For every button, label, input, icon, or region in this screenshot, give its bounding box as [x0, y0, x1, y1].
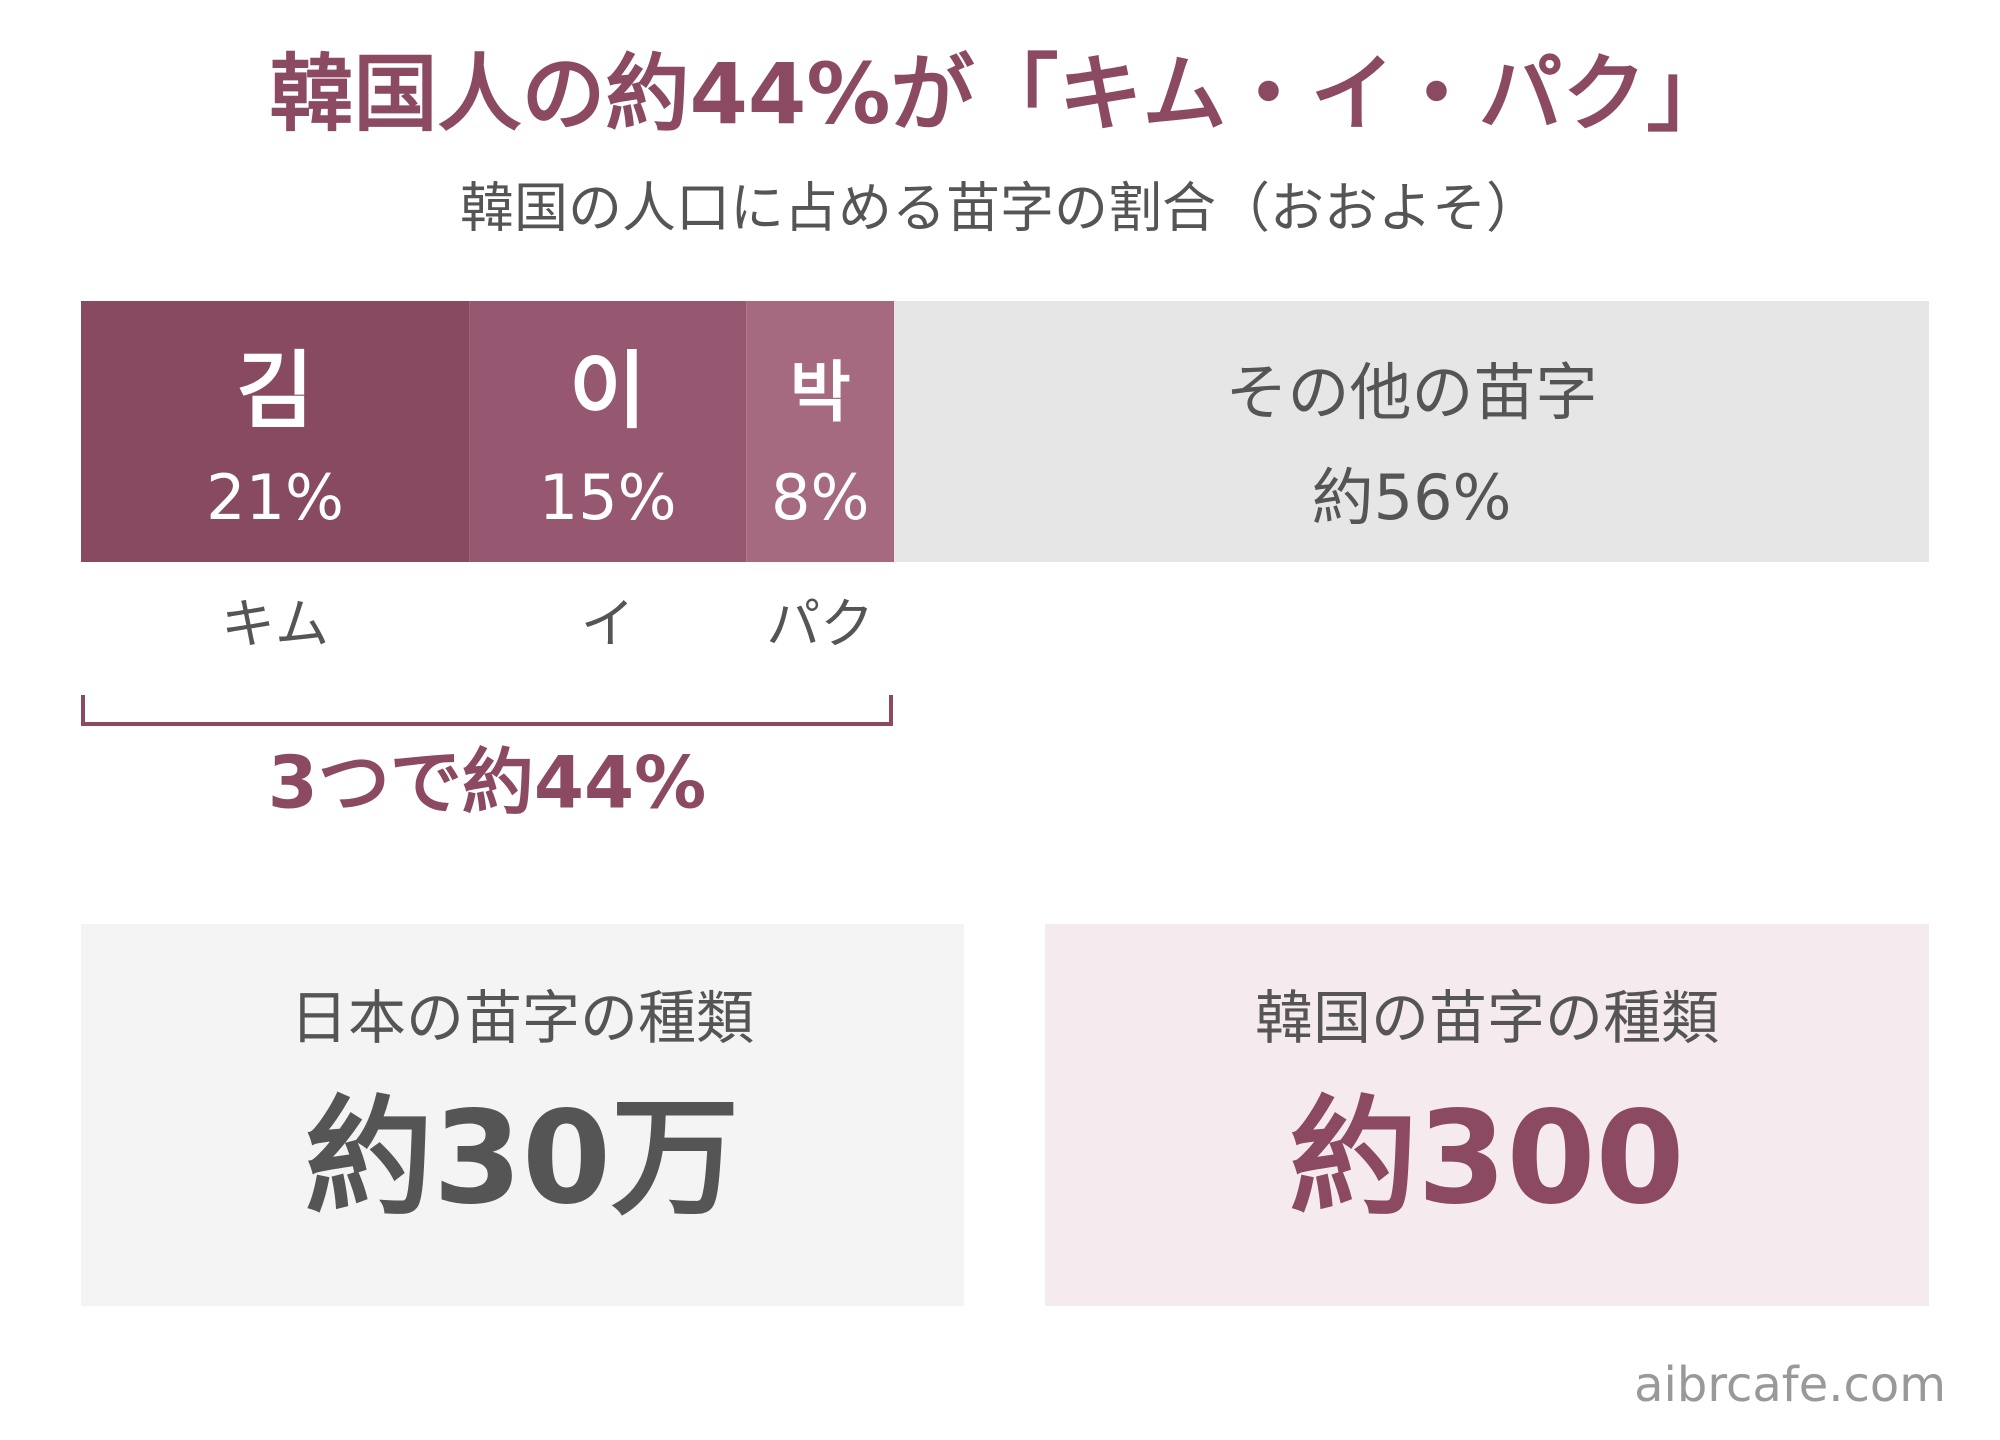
card: [1045, 924, 1929, 1306]
card-value: 約30万: [305, 1084, 739, 1233]
annotation: 3つで約44%: [268, 741, 706, 825]
category-label: 박: [790, 354, 851, 431]
subtitle: 韓国の人口に占める苗字の割合（おおよそ）: [460, 177, 1540, 240]
bracket: [81, 695, 893, 726]
card-value: 約300: [1289, 1084, 1684, 1233]
category-label: 이: [569, 342, 646, 440]
value-label: 8%: [771, 461, 869, 534]
category-label: その他の苗字: [1226, 356, 1598, 429]
bar-segment: [81, 301, 470, 562]
reading-label: キム: [221, 593, 329, 656]
bar-segment: [894, 301, 1929, 562]
card: [81, 924, 964, 1306]
title: 韓国人の約44%が「キム・イ・パク」: [269, 45, 1730, 143]
reading-label: パク: [766, 593, 874, 656]
bar-segment: [469, 301, 747, 562]
value-label: 21%: [206, 461, 344, 534]
footer: aibrcafe.com: [1634, 1357, 1946, 1413]
card-label: 韓国の苗字の種類: [1255, 984, 1719, 1052]
reading-label: イ: [581, 593, 635, 656]
value-label: 約56%: [1312, 461, 1512, 534]
category-label: 김: [236, 342, 313, 440]
value-label: 15%: [539, 461, 677, 534]
card-label: 日本の苗字の種類: [290, 984, 754, 1052]
bar-segment: [746, 301, 895, 562]
